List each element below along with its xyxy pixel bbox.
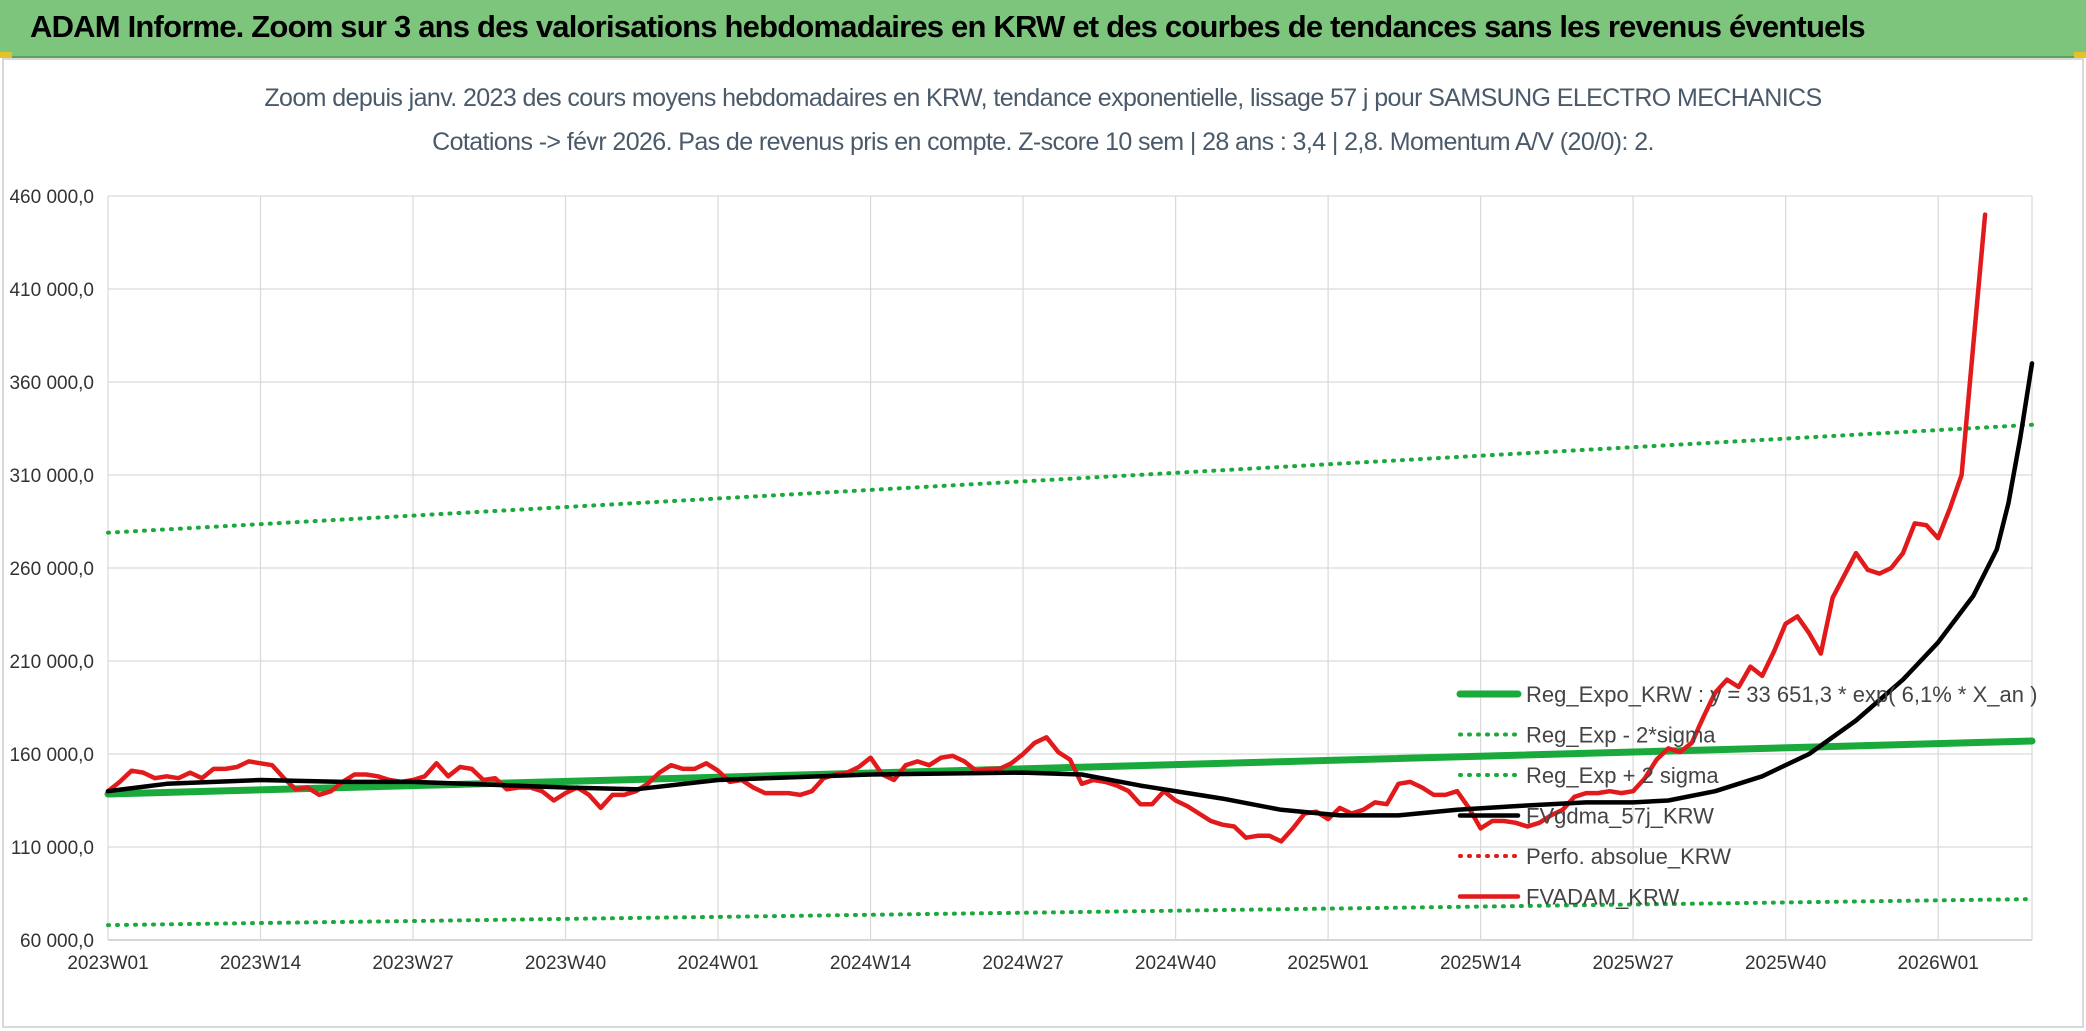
y-tick-label: 160 000,0: [9, 745, 94, 766]
y-tick-label: 110 000,0: [11, 838, 94, 859]
y-tick-label: 260 000,0: [9, 559, 94, 580]
x-tick-label: 2026W01: [1897, 953, 1978, 974]
y-tick-label: 410 000,0: [9, 280, 94, 301]
chart-series: [104, 212, 2036, 928]
y-axis: 60 000,0 110 000,0 160 000,0 210 000,0 260 0…: [9, 187, 94, 952]
x-tick-label: 2025W27: [1592, 953, 1673, 974]
legend-entry-3-label: FVgdma_57j_KRW: [1526, 804, 1714, 829]
chart-frame: [2, 58, 2084, 1028]
legend-entry-1-label: Reg_Exp - 2*sigma: [1526, 723, 1716, 748]
series-fvgdma-57j-krw-line: [105, 361, 2035, 818]
header-banner: ADAM Informe. Zoom sur 3 ans des valoris…: [0, 0, 2086, 58]
x-tick-label: 2025W40: [1745, 953, 1826, 974]
legend-entry-4-label: Perfo. absolue_KRW: [1526, 844, 1731, 869]
x-tick-label: 2023W01: [67, 953, 148, 974]
x-tick-label: 2024W14: [830, 953, 912, 974]
corner-marker-left: [0, 52, 12, 58]
x-tick-label: 2023W40: [525, 953, 606, 974]
corner-marker-right: [2074, 52, 2086, 58]
series-reg-expo-krw-line: [104, 737, 2036, 798]
x-tick-label: 2024W40: [1135, 953, 1216, 974]
chart-title-line1: Zoom depuis janv. 2023 des cours moyens …: [264, 84, 1822, 112]
page-title: ADAM Informe. Zoom sur 3 ans des valoris…: [30, 9, 1866, 44]
x-tick-label: 2024W27: [982, 953, 1063, 974]
x-tick-label: 2024W01: [677, 953, 758, 974]
x-tick-label: 2025W01: [1287, 953, 1368, 974]
legend-entry-2-label: Reg_Exp + 2 sigma: [1526, 763, 1719, 788]
x-tick-label: 2025W14: [1440, 953, 1522, 974]
y-tick-label: 60 000,0: [20, 931, 94, 952]
chart-grid: [107, 195, 2033, 941]
x-tick-label: 2023W14: [220, 953, 302, 974]
y-tick-label: 310 000,0: [9, 466, 94, 487]
chart-legend: Reg_Expo_KRW : y = 33 651,3 * exp( 6,1% …: [1456, 682, 2037, 910]
y-tick-label: 460 000,0: [9, 187, 94, 208]
legend-entry-0-label: Reg_Expo_KRW : y = 33 651,3 * exp( 6,1% …: [1526, 682, 2037, 707]
y-tick-label: 210 000,0: [9, 652, 94, 673]
series-fvadam-krw-line: [105, 212, 1988, 844]
series-reg-exp-line: [106, 897, 2034, 928]
x-axis: 2023W01 2023W14 2023W27 2023W40 2024W01 2024W…: [67, 953, 1978, 974]
legend-entry-5-label: FVADAM_KRW: [1526, 885, 1679, 910]
series-reg-exp-line: [106, 422, 2034, 535]
x-tick-label: 2023W27: [372, 953, 453, 974]
y-tick-label: 360 000,0: [9, 373, 94, 394]
chart-title-line2: Cotations -> févr 2026. Pas de revenus p…: [432, 128, 1654, 156]
